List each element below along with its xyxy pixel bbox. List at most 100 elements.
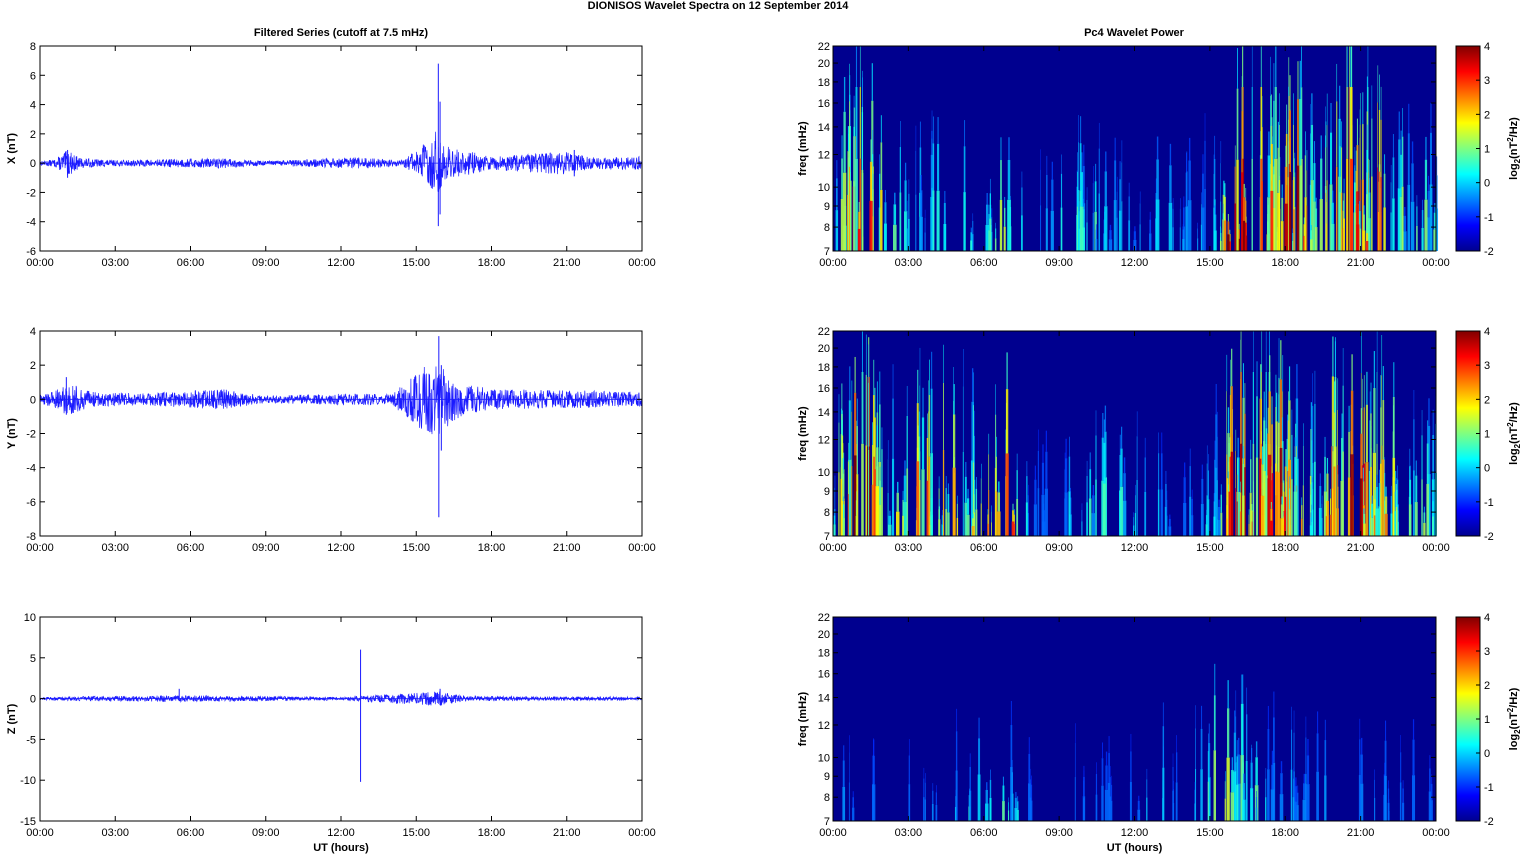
power-streak (1429, 768, 1431, 792)
power-streak (902, 515, 904, 536)
power-streak (1166, 490, 1168, 500)
power-streak (1226, 454, 1228, 536)
power-streak (1214, 135, 1216, 159)
power-streak (1325, 223, 1327, 251)
power-streak (1421, 210, 1424, 228)
power-streak (1086, 502, 1088, 536)
power-streak (1321, 517, 1323, 536)
power-streak (945, 488, 947, 510)
power-streak (848, 166, 850, 251)
power-streak (1128, 220, 1131, 251)
power-streak (1288, 400, 1291, 460)
power-streak (1296, 364, 1298, 399)
power-streak (1213, 750, 1216, 821)
power-streak (1371, 85, 1373, 119)
power-streak (1330, 102, 1332, 133)
power-streak (1082, 198, 1085, 210)
power-streak (1305, 131, 1306, 156)
power-streak (1242, 495, 1245, 536)
power-streak (1011, 521, 1015, 536)
power-streak (1376, 331, 1378, 372)
power-streak (1362, 410, 1363, 466)
power-streak (1306, 150, 1308, 171)
power-streak (1204, 113, 1206, 141)
x-tick-label: 00:00 (628, 257, 656, 269)
power-streak (1421, 435, 1423, 480)
y-axis-label: Y (nT) (6, 418, 18, 449)
x-tick-label: 03:00 (101, 542, 129, 554)
power-streak (906, 415, 908, 469)
power-streak (1326, 491, 1327, 501)
y-tick-label: -2 (26, 429, 36, 441)
power-streak (1077, 152, 1078, 172)
power-streak (1095, 229, 1098, 239)
power-streak (1229, 395, 1231, 457)
power-streak (1016, 470, 1018, 499)
power-streak (1002, 776, 1004, 786)
power-streak (1408, 103, 1410, 134)
power-streak (1139, 191, 1141, 204)
power-streak (1427, 425, 1431, 475)
power-streak (1326, 93, 1328, 126)
power-streak (1108, 753, 1110, 783)
power-streak (1251, 87, 1253, 159)
power-streak (928, 411, 930, 466)
x-tick-label: 06:00 (970, 827, 998, 839)
plot-area (40, 617, 642, 821)
power-streak (1144, 437, 1146, 458)
power-streak (1220, 232, 1222, 241)
power-streak (995, 456, 997, 492)
power-streak (1138, 795, 1140, 801)
power-streak (1339, 146, 1341, 193)
power-streak (1304, 197, 1307, 251)
power-streak (924, 782, 926, 800)
power-streak (927, 413, 928, 438)
power-streak (1109, 766, 1111, 778)
power-streak (1255, 757, 1258, 786)
power-streak (1409, 479, 1412, 505)
x-tick-label: 00:00 (628, 542, 656, 554)
power-streak (1340, 480, 1344, 536)
power-streak (1312, 477, 1314, 490)
power-streak (1295, 423, 1297, 447)
power-streak (918, 436, 921, 481)
power-streak (1236, 457, 1240, 492)
power-streak (994, 238, 997, 251)
x-tick-label: 15:00 (1196, 827, 1224, 839)
power-streak (1334, 376, 1337, 447)
power-streak (989, 178, 991, 194)
power-streak (1061, 154, 1062, 174)
power-streak (1089, 452, 1091, 470)
power-streak (1424, 199, 1428, 251)
power-streak (1260, 495, 1265, 536)
power-streak (1340, 192, 1343, 251)
power-streak (1311, 504, 1313, 511)
power-streak (1165, 483, 1167, 507)
power-streak (1214, 214, 1217, 231)
power-streak (997, 492, 1001, 512)
power-streak (1325, 106, 1326, 136)
power-streak (937, 143, 940, 191)
power-streak (865, 445, 868, 536)
power-streak (1248, 509, 1250, 515)
power-streak (840, 198, 844, 251)
power-streak (1363, 375, 1365, 408)
power-streak (1091, 513, 1096, 536)
power-streak (841, 410, 843, 436)
power-streak (1310, 224, 1312, 231)
power-streak (1104, 789, 1109, 821)
power-streak (1292, 228, 1294, 233)
power-streak (1398, 510, 1399, 522)
power-streak (873, 738, 874, 755)
power-streak (1007, 810, 1010, 821)
power-streak (1031, 775, 1032, 785)
power-streak (1384, 154, 1386, 174)
power-streak (1271, 750, 1274, 765)
power-streak (1285, 449, 1287, 467)
power-streak (1342, 385, 1344, 452)
power-streak (1293, 732, 1295, 772)
power-streak (1045, 430, 1047, 452)
power-streak (1180, 198, 1181, 209)
power-streak (876, 381, 878, 413)
